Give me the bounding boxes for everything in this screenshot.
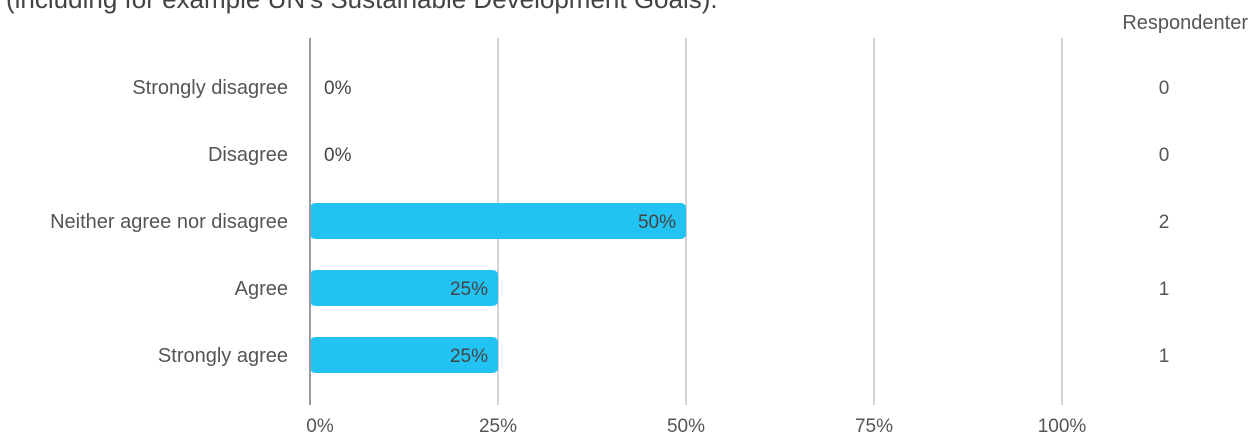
category-label: Disagree <box>208 144 288 166</box>
category-label: Strongly disagree <box>132 77 288 99</box>
bar <box>310 337 498 373</box>
x-tick-label: 50% <box>667 416 705 437</box>
question-text: (including for example UN's Sustainable … <box>6 0 718 15</box>
respondent-count: 0 <box>1159 78 1170 99</box>
x-tick-label: 75% <box>855 416 893 437</box>
bar-value-label: 0% <box>324 145 352 166</box>
category-label: Strongly agree <box>158 345 288 367</box>
category-label: Neither agree nor disagree <box>50 211 288 233</box>
bar-value-label: 50% <box>638 212 676 233</box>
x-tick-label: 100% <box>1038 416 1087 437</box>
respondent-count: 0 <box>1159 145 1170 166</box>
x-tick-label: 25% <box>479 416 517 437</box>
bar-value-label: 0% <box>324 78 352 99</box>
bar-value-label: 25% <box>450 346 488 367</box>
bar-value-label: 25% <box>450 279 488 300</box>
bar <box>310 270 498 306</box>
bar <box>310 203 686 239</box>
respondent-count: 1 <box>1159 279 1170 300</box>
respondents-header: Respondenter <box>1122 12 1248 34</box>
category-label: Agree <box>235 278 288 300</box>
respondent-count: 2 <box>1159 212 1170 233</box>
x-tick-label: 0% <box>306 416 334 437</box>
respondent-count: 1 <box>1159 346 1170 367</box>
